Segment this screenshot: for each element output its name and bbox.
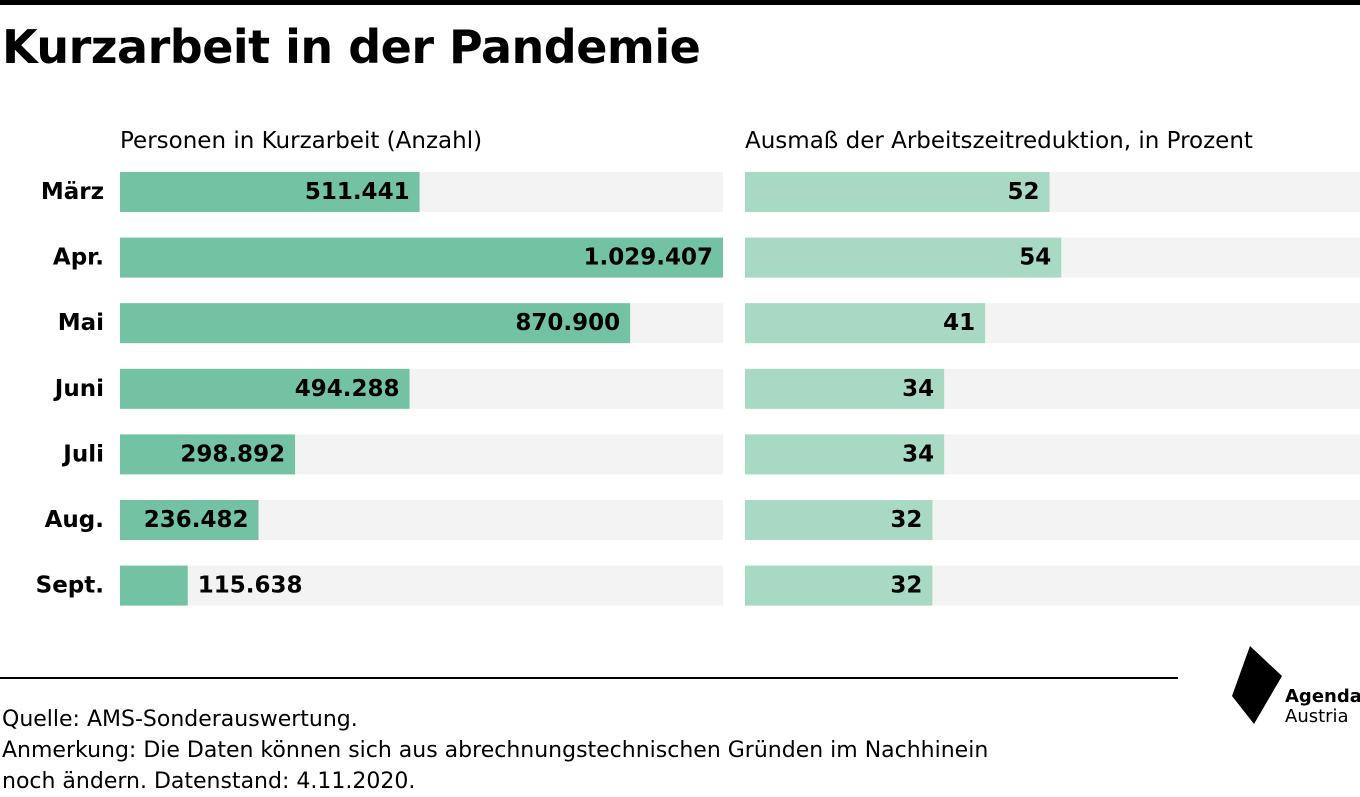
count-bar-7 bbox=[120, 565, 188, 606]
count-panel-title: Personen in Kurzarbeit (Anzahl) bbox=[120, 128, 482, 154]
count-bar-6 bbox=[120, 500, 259, 540]
count-value-label-7: 115.638 bbox=[198, 573, 303, 599]
category-label-5: Juli bbox=[61, 441, 104, 467]
annotation-line-2: noch ändern. Datenstand: 4.11.2020. bbox=[2, 769, 416, 794]
percent-value-label-3: 41 bbox=[943, 310, 975, 336]
logo-line-1: Agenda bbox=[1285, 686, 1360, 707]
percent-bar-7 bbox=[745, 565, 933, 606]
percent-value-label-7: 32 bbox=[890, 573, 922, 599]
percent-bar-2 bbox=[745, 237, 1062, 278]
count-value-label-2: 1.029.407 bbox=[584, 245, 714, 271]
percent-bar-4 bbox=[745, 368, 945, 409]
percent-value-label-6: 32 bbox=[890, 507, 922, 533]
percent-bar-1 bbox=[745, 172, 1050, 212]
percent-value-label-2: 54 bbox=[1019, 245, 1051, 271]
count-bar-4 bbox=[120, 368, 410, 409]
percent-bar-3 bbox=[745, 303, 986, 344]
logo-line-2: Austria bbox=[1285, 706, 1349, 727]
percent-value-label-5: 34 bbox=[902, 441, 934, 467]
footer-rule bbox=[0, 677, 1178, 679]
count-bar-5 bbox=[120, 434, 296, 475]
percent-bar-5 bbox=[745, 434, 945, 475]
category-label-4: Juni bbox=[53, 376, 104, 402]
category-label-2: Apr. bbox=[53, 245, 104, 271]
count-value-label-1: 511.441 bbox=[305, 179, 410, 205]
chart-title: Kurzarbeit in der Pandemie bbox=[2, 20, 701, 74]
count-bar-3 bbox=[120, 303, 631, 344]
percent-panel-title: Ausmaß der Arbeitszeitreduktion, in Proz… bbox=[745, 128, 1253, 154]
category-label-7: Sept. bbox=[36, 573, 104, 599]
annotation-line-1: Anmerkung: Die Daten können sich aus abr… bbox=[2, 738, 989, 763]
percent-value-label-4: 34 bbox=[902, 376, 934, 402]
percent-bar-6 bbox=[745, 500, 933, 540]
chart-area: März Apr. Mai Juni Juli Aug. Sept. Personen in … bbox=[36, 128, 1360, 606]
count-value-label-3: 870.900 bbox=[515, 310, 620, 336]
category-label-3: Mai bbox=[58, 310, 104, 336]
category-label-1: März bbox=[41, 179, 104, 205]
category-label-6: Aug. bbox=[45, 507, 104, 533]
count-bar-1 bbox=[120, 172, 420, 212]
count-track-7 bbox=[120, 565, 723, 606]
top-rule bbox=[0, 0, 1360, 5]
count-value-label-6: 236.482 bbox=[144, 507, 249, 533]
footer: Quelle: AMS-Sonderauswertung. Anmerkung:… bbox=[2, 704, 988, 797]
percent-value-label-1: 52 bbox=[1008, 179, 1040, 205]
logo-text: Agenda Austria bbox=[1285, 687, 1360, 727]
count-bar-2 bbox=[120, 237, 723, 278]
agenda-austria-logo-icon bbox=[1232, 646, 1282, 724]
count-value-label-5: 298.892 bbox=[180, 441, 285, 467]
count-value-label-4: 494.288 bbox=[295, 376, 400, 402]
source-note: Quelle: AMS-Sonderauswertung. bbox=[2, 707, 358, 732]
